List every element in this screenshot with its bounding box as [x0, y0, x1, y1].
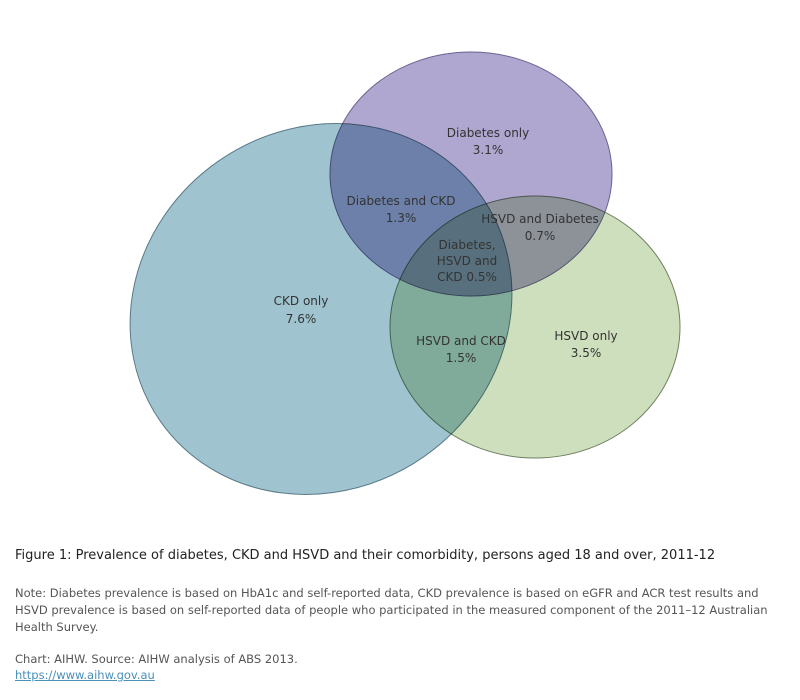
figure-note: Note: Diabetes prevalence is based on Hb…	[15, 586, 768, 634]
hsvd-diabetes-value: 0.7%	[525, 229, 556, 243]
all-three-label-1: Diabetes,	[438, 238, 495, 252]
diabetes-ckd-value: 1.3%	[386, 211, 417, 225]
figure-title: Figure 1: Prevalence of diabetes, CKD an…	[15, 548, 716, 563]
ckd-only-value: 7.6%	[286, 312, 317, 326]
figure-source: Chart: AIHW. Source: AIHW analysis of AB…	[15, 652, 298, 666]
venn-diagram: Diabetes only 3.1% Diabetes and CKD 1.3%…	[129, 51, 681, 495]
aihw-link[interactable]: https://www.aihw.gov.au	[15, 668, 155, 682]
diabetes-only-value: 3.1%	[473, 143, 504, 157]
diabetes-ckd-label: Diabetes and CKD	[347, 194, 456, 208]
hsvd-ckd-label: HSVD and CKD	[416, 334, 506, 348]
diabetes-only-label: Diabetes only	[447, 126, 529, 140]
all-three-label-2: HSVD and	[437, 254, 497, 268]
hsvd-ckd-value: 1.5%	[446, 351, 477, 365]
all-three-label-3: CKD 0.5%	[437, 270, 497, 284]
hsvd-only-label: HSVD only	[554, 329, 617, 343]
hsvd-diabetes-label: HSVD and Diabetes	[481, 212, 599, 226]
ckd-only-label: CKD only	[274, 294, 329, 308]
hsvd-circle[interactable]	[389, 195, 681, 459]
hsvd-only-value: 3.5%	[571, 346, 602, 360]
